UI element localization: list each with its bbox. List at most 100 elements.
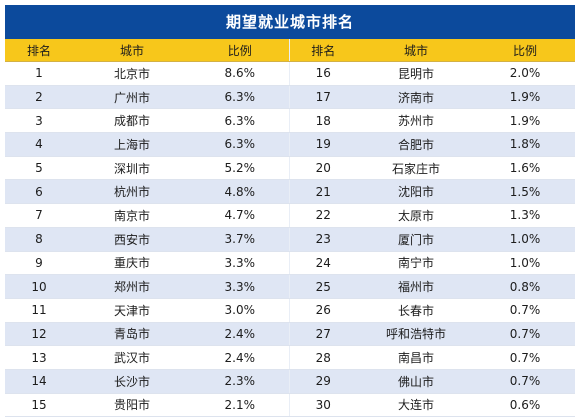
table-row: 6 杭州市 4.8% 21 沈阳市 1.5%	[5, 179, 575, 205]
ratio-cell: 3.0%	[191, 298, 289, 323]
ratio-cell: 0.7%	[475, 369, 575, 394]
rank-cell: 12	[5, 322, 73, 347]
rank-cell: 26	[288, 298, 357, 323]
ratio-cell: 6.3%	[191, 85, 289, 110]
rank-cell: 4	[5, 132, 73, 157]
header-ratio-left: 比例	[191, 39, 289, 62]
table-row: 1 北京市 8.6% 16 昆明市 2.0%	[5, 61, 575, 86]
ratio-cell: 1.6%	[475, 156, 575, 181]
ratio-cell: 6.3%	[191, 132, 289, 157]
rank-cell: 10	[5, 274, 73, 299]
city-cell: 青岛市	[73, 322, 191, 347]
city-cell: 长沙市	[73, 369, 191, 394]
ratio-cell: 4.8%	[191, 179, 289, 205]
city-cell: 成都市	[73, 108, 191, 134]
city-cell: 合肥市	[357, 132, 475, 157]
table-row: 14 长沙市 2.3% 29 佛山市 0.7%	[5, 369, 575, 394]
ratio-cell: 3.3%	[191, 274, 289, 299]
city-cell: 昆明市	[357, 61, 475, 86]
header-ratio-right: 比例	[475, 39, 575, 62]
ratio-cell: 1.9%	[475, 108, 575, 134]
ratio-cell: 2.4%	[191, 322, 289, 347]
city-cell: 武汉市	[73, 345, 191, 370]
rank-cell: 27	[288, 322, 357, 347]
city-cell: 苏州市	[357, 108, 475, 134]
table-row: 10 郑州市 3.3% 25 福州市 0.8%	[5, 274, 575, 299]
rank-cell: 3	[5, 108, 73, 134]
rank-cell: 28	[288, 345, 357, 370]
city-cell: 长春市	[357, 298, 475, 323]
rank-cell: 14	[5, 369, 73, 394]
ratio-cell: 3.7%	[191, 227, 289, 252]
city-cell: 太原市	[357, 203, 475, 228]
ratio-cell: 2.4%	[191, 345, 289, 370]
city-cell: 呼和浩特市	[357, 322, 475, 347]
ratio-cell: 3.3%	[191, 251, 289, 276]
rank-cell: 18	[288, 108, 357, 134]
city-cell: 重庆市	[73, 251, 191, 276]
city-cell: 南昌市	[357, 345, 475, 370]
table-row: 3 成都市 6.3% 18 苏州市 1.9%	[5, 108, 575, 134]
city-cell: 济南市	[357, 85, 475, 110]
table-row: 7 南京市 4.7% 22 太原市 1.3%	[5, 203, 575, 228]
city-cell: 福州市	[357, 274, 475, 299]
city-cell: 深圳市	[73, 156, 191, 181]
ratio-cell: 4.7%	[191, 203, 289, 228]
rank-cell: 13	[5, 345, 73, 370]
city-cell: 广州市	[73, 85, 191, 110]
ratio-cell: 0.7%	[475, 345, 575, 370]
city-cell: 石家庄市	[357, 156, 475, 181]
city-cell: 南京市	[73, 203, 191, 228]
city-cell: 北京市	[73, 61, 191, 86]
rank-cell: 23	[288, 227, 357, 252]
ratio-cell: 0.8%	[475, 274, 575, 299]
ranking-panel: 期望就业城市排名 排名 城市 比例 排名 城市 比例 1 北京市 8.6% 16 昆明市…	[5, 5, 575, 417]
ratio-cell: 6.3%	[191, 108, 289, 134]
header-rank-right: 排名	[288, 39, 357, 62]
ratio-cell: 0.7%	[475, 298, 575, 323]
table-row: 4 上海市 6.3% 19 合肥市 1.8%	[5, 132, 575, 157]
city-cell: 上海市	[73, 132, 191, 157]
city-cell: 杭州市	[73, 179, 191, 205]
rank-cell: 20	[288, 156, 357, 181]
rank-cell: 22	[288, 203, 357, 228]
table-row: 12 青岛市 2.4% 27 呼和浩特市 0.7%	[5, 322, 575, 347]
table-row: 8 西安市 3.7% 23 厦门市 1.0%	[5, 227, 575, 252]
city-cell: 沈阳市	[357, 179, 475, 205]
ratio-cell: 8.6%	[191, 61, 289, 86]
rank-cell: 24	[288, 251, 357, 276]
header-rank-left: 排名	[5, 39, 73, 62]
rank-cell: 29	[288, 369, 357, 394]
rank-cell: 11	[5, 298, 73, 323]
table-row: 9 重庆市 3.3% 24 南宁市 1.0%	[5, 251, 575, 276]
ratio-cell: 1.0%	[475, 251, 575, 276]
rank-cell: 8	[5, 227, 73, 252]
city-ranking-table: 排名 城市 比例 排名 城市 比例 1 北京市 8.6% 16 昆明市 2.0% 2 广州市 6…	[5, 39, 575, 417]
header-city-right: 城市	[357, 39, 475, 62]
ratio-cell: 1.3%	[475, 203, 575, 228]
table-title: 期望就业城市排名	[5, 5, 575, 39]
ratio-cell: 2.0%	[475, 61, 575, 86]
city-cell: 西安市	[73, 227, 191, 252]
city-cell: 天津市	[73, 298, 191, 323]
city-cell: 佛山市	[357, 369, 475, 394]
rank-cell: 5	[5, 156, 73, 181]
rank-cell: 6	[5, 179, 73, 205]
rank-cell: 25	[288, 274, 357, 299]
city-cell: 郑州市	[73, 274, 191, 299]
ratio-cell: 0.7%	[475, 322, 575, 347]
rank-cell: 17	[288, 85, 357, 110]
table-row: 13 武汉市 2.4% 28 南昌市 0.7%	[5, 345, 575, 370]
rank-cell: 16	[288, 61, 357, 86]
ratio-cell: 5.2%	[191, 156, 289, 181]
table-row: 11 天津市 3.0% 26 长春市 0.7%	[5, 298, 575, 323]
rank-cell: 2	[5, 85, 73, 110]
ratio-cell: 1.5%	[475, 179, 575, 205]
rank-cell: 7	[5, 203, 73, 228]
rank-cell: 9	[5, 251, 73, 276]
table-row: 5 深圳市 5.2% 20 石家庄市 1.6%	[5, 156, 575, 181]
rank-cell: 1	[5, 61, 73, 86]
ratio-cell: 1.0%	[475, 227, 575, 252]
ratio-cell: 1.8%	[475, 132, 575, 157]
table-row: 2 广州市 6.3% 17 济南市 1.9%	[5, 85, 575, 110]
